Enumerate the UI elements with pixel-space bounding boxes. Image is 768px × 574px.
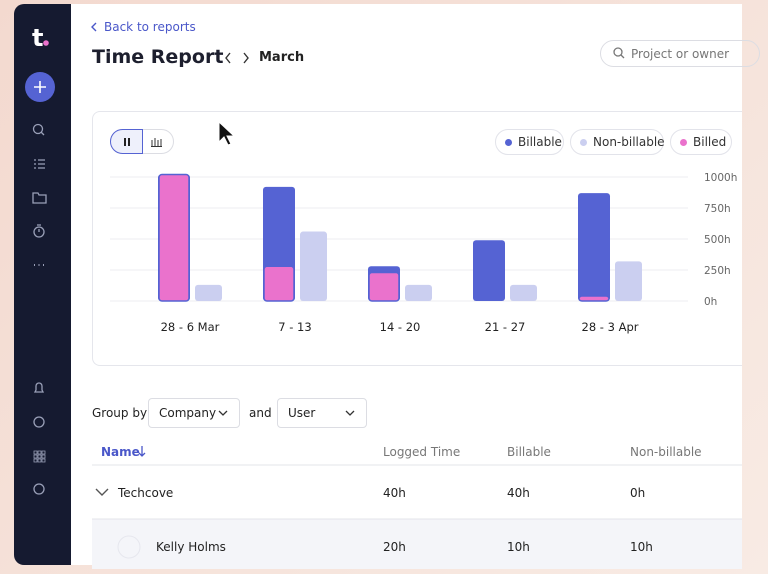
search-icon	[613, 47, 625, 59]
bar	[615, 261, 642, 301]
cell: 10h	[507, 540, 530, 554]
x-tick-label: 14 - 20	[380, 320, 421, 334]
cursor	[218, 120, 236, 146]
column-header[interactable]: Non-billable	[630, 445, 702, 459]
chart: 0h 250h 500h 750h 1000h 28 - 6 Mar 7 - 13 14 - …	[110, 172, 737, 334]
page-title: Time Report	[92, 46, 224, 68]
cell: 40h	[383, 486, 406, 500]
legend-chip[interactable]: Billed	[670, 129, 732, 155]
bar	[510, 284, 537, 301]
y-tick-label: 500h	[704, 234, 731, 246]
cell[interactable]: Kelly Holms	[156, 540, 226, 554]
cell: 0h	[630, 486, 646, 500]
bar	[195, 284, 222, 301]
cell: 20h	[383, 540, 406, 554]
bar	[263, 265, 295, 302]
legend-swatch	[680, 139, 687, 146]
back-link[interactable]: Back to reports	[104, 20, 196, 34]
add-icon	[34, 81, 46, 93]
back-icon	[91, 22, 97, 32]
legend-label: Billable	[518, 135, 562, 149]
select-value: Company	[159, 406, 217, 420]
bar	[473, 240, 505, 301]
column-header[interactable]: Logged Time	[383, 445, 461, 459]
table-decor	[92, 410, 742, 569]
logo-dot	[43, 40, 49, 46]
y-tick-label: 1000h	[704, 172, 737, 184]
x-tick-label: 7 - 13	[278, 320, 311, 334]
x-tick-label: 28 - 3 Apr	[582, 320, 639, 334]
bar	[578, 193, 610, 301]
toggle-icons	[124, 138, 162, 147]
legend-chip[interactable]: Billable	[495, 129, 564, 155]
cell: 40h	[507, 486, 530, 500]
legend-chip[interactable]: Non-billable	[570, 129, 665, 155]
toggle-selected[interactable]	[110, 129, 143, 154]
x-tick-label: 21 - 27	[485, 320, 526, 334]
legend-label: Billed	[693, 135, 727, 149]
cell: 10h	[630, 540, 653, 554]
bar	[368, 271, 400, 302]
logo: t	[32, 24, 43, 52]
select-second[interactable]: User	[277, 398, 367, 428]
bar	[158, 173, 190, 302]
column-header[interactable]: Name	[101, 445, 140, 459]
bar	[405, 284, 432, 301]
search-box[interactable]	[600, 40, 760, 67]
select-first[interactable]: Company	[148, 398, 240, 428]
cell[interactable]: Techcove	[118, 486, 174, 500]
group-by-label: Group by	[92, 406, 148, 420]
legend-label: Non-billable	[593, 135, 665, 149]
bar	[300, 231, 327, 301]
joiner: and	[249, 406, 272, 420]
select-value: User	[288, 406, 316, 420]
column-header[interactable]: Billable	[507, 445, 551, 459]
legend-swatch	[580, 139, 587, 146]
y-tick-label: 0h	[704, 296, 717, 308]
nav-icons[interactable]	[32, 123, 47, 495]
y-tick-label: 250h	[704, 265, 731, 277]
chart-card	[92, 111, 742, 366]
search-placeholder[interactable]: Project or owner	[631, 47, 730, 61]
month: March	[259, 50, 305, 65]
x-tick-label: 28 - 6 Mar	[161, 320, 220, 334]
y-tick-label: 750h	[704, 203, 731, 215]
month-nav[interactable]	[222, 51, 254, 65]
bar	[578, 295, 610, 302]
legend-swatch	[505, 139, 512, 146]
